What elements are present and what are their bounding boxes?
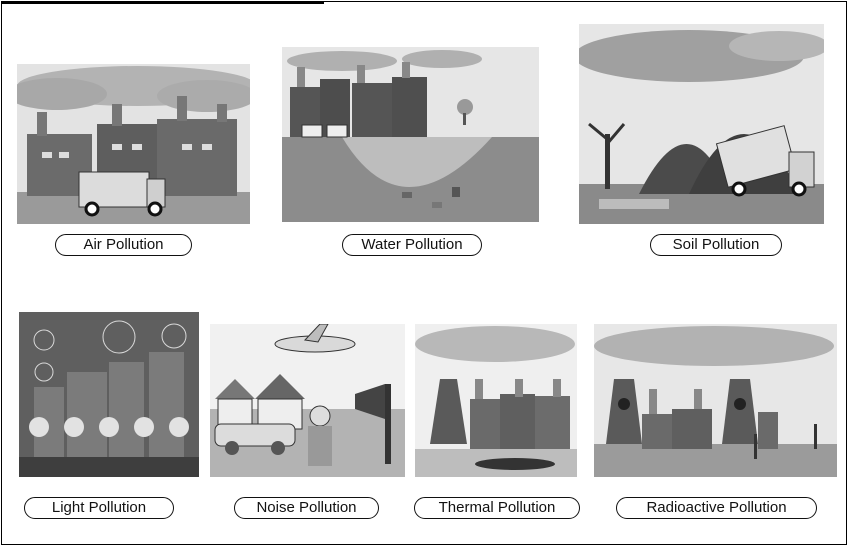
cooling-tower-icon — [606, 379, 758, 444]
dead-tree-icon — [754, 424, 817, 459]
street-lamp-icon — [29, 417, 189, 437]
soil-pollution-illustration — [579, 24, 824, 224]
top-rule — [2, 2, 324, 4]
factory-icon — [642, 389, 778, 449]
thermal-pollution-illustration — [415, 324, 577, 477]
house-icon — [301, 124, 348, 138]
water-pollution-label: Water Pollution — [342, 234, 482, 256]
light-pollution-illustration — [19, 312, 199, 477]
noise-pollution-label: Noise Pollution — [234, 497, 379, 519]
dump-truck-icon — [715, 125, 815, 197]
light-pollution-label: Light Pollution — [24, 497, 174, 519]
radioactive-pollution-label: Radioactive Pollution — [616, 497, 817, 519]
building-icon — [34, 352, 184, 457]
radiation-symbol-icon — [618, 398, 746, 410]
airplane-icon — [274, 324, 356, 353]
factory-icon — [290, 62, 427, 137]
loudspeaker-icon — [355, 384, 391, 464]
air-pollution-label: Air Pollution — [55, 234, 192, 256]
truck-icon — [78, 171, 166, 217]
factory-icon — [470, 379, 570, 449]
water-pollution-illustration — [282, 47, 539, 222]
air-pollution-illustration — [17, 64, 250, 224]
bare-tree-icon — [588, 122, 626, 189]
waste-debris-icon — [599, 199, 669, 209]
hot-water-discharge-icon — [475, 458, 555, 470]
car-icon — [214, 423, 296, 455]
soil-pollution-label: Soil Pollution — [650, 234, 782, 256]
tree-icon — [457, 99, 473, 125]
cooling-tower-icon — [430, 379, 467, 444]
firework-icon — [33, 320, 187, 382]
pollutant-debris-icon — [402, 187, 460, 208]
noise-pollution-illustration — [210, 324, 405, 477]
person-covering-ears-icon — [308, 405, 332, 466]
thermal-pollution-label: Thermal Pollution — [414, 497, 580, 519]
radioactive-pollution-illustration — [594, 324, 837, 477]
